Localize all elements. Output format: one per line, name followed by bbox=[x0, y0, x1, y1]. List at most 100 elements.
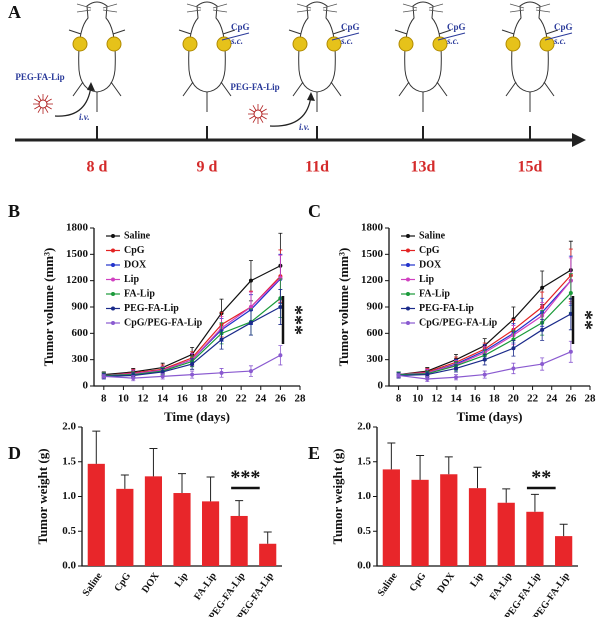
x-tick-label: 28 bbox=[585, 393, 597, 405]
x-tick-label: CpG bbox=[408, 571, 429, 594]
day-label: 11d bbox=[305, 159, 329, 176]
data-point bbox=[190, 362, 195, 367]
tumor bbox=[72, 36, 88, 52]
y-tick-label: 1.0 bbox=[62, 490, 76, 502]
mouse-limbs bbox=[68, 29, 126, 112]
legend-marker bbox=[406, 263, 410, 267]
data-point bbox=[568, 290, 573, 295]
x-tick-label: Saline bbox=[81, 570, 105, 598]
route-label: i.v. bbox=[299, 122, 310, 132]
error-bar bbox=[178, 473, 186, 494]
mouse-whiskers bbox=[76, 3, 118, 13]
significance-label: ** bbox=[531, 467, 551, 489]
arrowhead bbox=[307, 92, 315, 101]
drug-label: CpG bbox=[231, 22, 250, 32]
x-tick-label: 18 bbox=[489, 393, 501, 405]
data-point bbox=[454, 375, 458, 380]
drug-label: CpG bbox=[554, 22, 573, 32]
drug-label: CpG bbox=[341, 22, 360, 32]
legend-label: PEG-FA-Lip bbox=[124, 303, 179, 314]
day-label: 9 d bbox=[197, 159, 218, 176]
significance-label: *** bbox=[284, 305, 306, 335]
y-tick-label: 900 bbox=[367, 301, 384, 313]
error-bar bbox=[263, 531, 272, 544]
y-tick-label: 1.5 bbox=[357, 455, 371, 467]
y-tick-label: 1.0 bbox=[357, 490, 371, 502]
y-axis-label: Tumor volume (mm³) bbox=[336, 248, 351, 367]
data-point bbox=[160, 374, 165, 379]
x-tick-label: 12 bbox=[431, 393, 443, 405]
data-point bbox=[511, 366, 516, 371]
data-point bbox=[101, 374, 106, 379]
data-point bbox=[540, 327, 545, 332]
error-bar bbox=[416, 454, 425, 480]
x-axis-label: Time (days) bbox=[164, 409, 230, 424]
x-tick-label: 24 bbox=[546, 393, 558, 405]
error-bar bbox=[92, 430, 101, 464]
x-tick-label: 16 bbox=[470, 393, 482, 405]
y-tick-label: 1500 bbox=[66, 248, 89, 260]
legend-marker bbox=[111, 263, 115, 267]
injection-arrow bbox=[544, 32, 573, 41]
legend-label: FA-Lip bbox=[419, 288, 450, 299]
y-axis-label: Tumor weight (g) bbox=[330, 448, 345, 544]
drug-label: PEG-FA-Lip bbox=[15, 72, 64, 82]
error-bar bbox=[206, 476, 215, 502]
legend-marker bbox=[111, 234, 115, 238]
mouse-body bbox=[188, 1, 226, 93]
error-bar bbox=[444, 456, 453, 475]
route-label: s.c. bbox=[553, 36, 566, 46]
legend-label: CpG/PEG-FA-Lip bbox=[419, 317, 498, 328]
day-label: 13d bbox=[411, 159, 436, 176]
tumor bbox=[432, 36, 448, 52]
mouse-whiskers bbox=[296, 3, 338, 13]
tumor bbox=[182, 36, 198, 52]
legend-label: DOX bbox=[124, 259, 147, 270]
y-tick-label: 0.0 bbox=[357, 560, 371, 572]
legend-marker bbox=[406, 277, 410, 282]
tumor bbox=[505, 36, 521, 52]
data-point bbox=[511, 346, 516, 351]
tumor bbox=[326, 36, 342, 52]
x-tick-label: 14 bbox=[157, 393, 169, 405]
tumor bbox=[106, 36, 122, 52]
significance-label: *** bbox=[230, 467, 260, 489]
x-tick-label: 28 bbox=[295, 393, 307, 405]
mouse-whiskers bbox=[186, 3, 228, 13]
tumor bbox=[216, 36, 232, 52]
legend-label: Saline bbox=[419, 230, 446, 241]
bar bbox=[144, 476, 162, 566]
legend-label: CpG bbox=[124, 245, 145, 256]
data-point bbox=[248, 320, 253, 325]
data-point bbox=[540, 362, 545, 367]
timeline-arrowhead bbox=[572, 133, 586, 147]
y-tick-label: 2.0 bbox=[357, 421, 371, 433]
route-label: s.c. bbox=[340, 36, 353, 46]
route-label: s.c. bbox=[446, 36, 459, 46]
legend-label: DOX bbox=[419, 259, 442, 270]
error-bar bbox=[387, 442, 396, 470]
y-tick-label: 900 bbox=[72, 301, 89, 313]
data-point bbox=[160, 369, 165, 374]
legend-marker bbox=[111, 292, 115, 296]
mouse-limbs bbox=[178, 29, 236, 112]
tumor bbox=[539, 36, 555, 52]
drug-label: PEG-FA-Lip bbox=[230, 82, 279, 92]
x-tick-label: FA-Lip bbox=[488, 570, 515, 602]
legend-label: Saline bbox=[124, 230, 151, 241]
data-point bbox=[454, 366, 458, 371]
legend-label: Lip bbox=[419, 274, 434, 285]
legend-marker bbox=[111, 306, 115, 311]
x-tick-label: DOX bbox=[435, 570, 457, 595]
error-bar bbox=[502, 488, 511, 503]
mouse-whiskers bbox=[402, 3, 444, 13]
legend-marker bbox=[406, 321, 410, 325]
x-tick-label: 10 bbox=[118, 393, 130, 405]
panel-label: E bbox=[308, 443, 320, 463]
legend-marker bbox=[111, 248, 115, 253]
legend-marker bbox=[406, 248, 410, 253]
x-tick-label: 10 bbox=[412, 393, 424, 405]
significance-label: ** bbox=[574, 310, 596, 330]
legend-marker bbox=[406, 306, 410, 311]
